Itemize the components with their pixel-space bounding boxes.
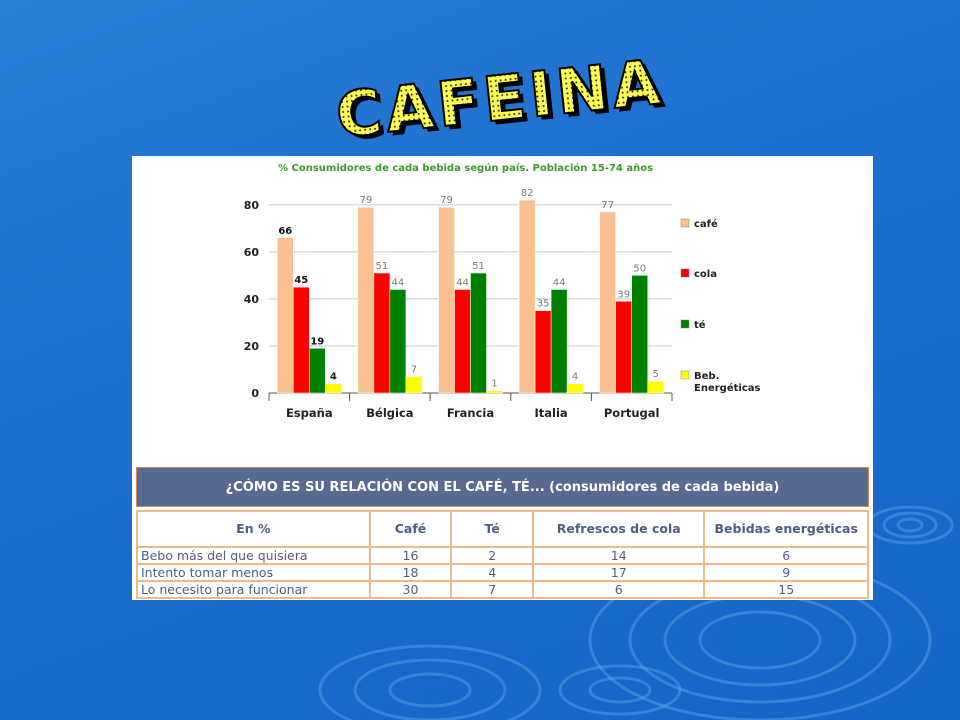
cell-energeticas: 15 [703, 580, 869, 599]
bar [438, 206, 455, 394]
x-category-label: Italia [535, 406, 568, 420]
chart-area: % Consumidores de cada bebida según país… [132, 156, 873, 464]
bar [518, 199, 536, 394]
cell-cafe: 16 [368, 546, 453, 565]
legend-label: té [694, 319, 706, 331]
x-category-label: España [286, 406, 333, 420]
bar-value-label: 1 [491, 379, 497, 390]
bar [277, 237, 294, 394]
y-tick-label: 40 [244, 293, 260, 306]
table-title: ¿CÓMO ES SU RELACIÓN CON EL CAFÉ, TÉ... … [136, 467, 869, 507]
bar-value-label: 39 [617, 289, 630, 300]
cell-cola: 6 [531, 580, 706, 599]
table-header-row: En % Café Té Refrescos de cola Bebidas e… [136, 510, 869, 548]
bar-value-label: 51 [376, 261, 389, 272]
bar [615, 301, 632, 394]
bar-value-label: 51 [472, 261, 485, 272]
cell-cola: 14 [531, 546, 706, 565]
row-label: Lo necesito para funcionar [136, 580, 371, 599]
table-row: Lo necesito para funcionar 30 7 6 15 [136, 580, 869, 599]
y-tick-label: 20 [244, 340, 260, 353]
x-category-label: Portugal [604, 406, 660, 420]
bar [486, 390, 503, 394]
y-tick-label: 0 [251, 387, 259, 400]
bar-value-label: 50 [633, 263, 646, 274]
table-row: Intento tomar menos 18 4 17 9 [136, 563, 869, 582]
bar-value-label: 77 [601, 200, 614, 211]
header-te: Té [450, 510, 534, 548]
bar-value-label: 7 [411, 365, 417, 376]
data-table: En % Café Té Refrescos de cola Bebidas e… [136, 510, 869, 599]
y-tick-label: 80 [244, 199, 260, 212]
legend-swatch [680, 319, 690, 329]
legend-swatch [680, 370, 690, 380]
legend-swatch [680, 218, 690, 228]
legend-label: Beb. [694, 371, 719, 382]
bar-value-label: 4 [330, 372, 337, 383]
bar [550, 289, 568, 394]
header-bebidas-energeticas: Bebidas energéticas [703, 510, 869, 548]
x-category-label: Francia [447, 406, 494, 420]
cell-te: 7 [450, 580, 534, 599]
bar [454, 289, 471, 394]
bar-value-label: 66 [278, 226, 292, 237]
legend-label: Energéticas [694, 382, 760, 394]
bar [293, 286, 310, 394]
x-category-label: Bélgica [366, 406, 413, 420]
bar [566, 383, 584, 394]
cell-cafe: 18 [368, 563, 453, 582]
bar-value-label: 44 [392, 278, 405, 289]
bar-value-label: 79 [360, 195, 373, 206]
bar [325, 383, 342, 394]
slide-title: CAFEINA CAFEINA [290, 44, 710, 156]
bar-value-label: 35 [537, 299, 550, 310]
bar [405, 376, 423, 394]
cell-cafe: 30 [368, 580, 453, 599]
legend-swatch [680, 268, 690, 278]
y-tick-label: 60 [244, 246, 260, 259]
bar-value-label: 4 [572, 372, 578, 383]
chart-title: % Consumidores de cada bebida según país… [278, 162, 653, 174]
bar [534, 310, 552, 394]
bar-value-label: 82 [521, 188, 534, 199]
bar [389, 289, 407, 394]
header-refrescos-cola: Refrescos de cola [531, 510, 706, 548]
bar-value-label: 5 [653, 369, 659, 380]
bar [647, 380, 664, 394]
bar [470, 272, 487, 394]
bar [599, 211, 616, 394]
cell-te: 4 [450, 563, 534, 582]
row-label: Bebo más del que quisiera [136, 546, 371, 565]
row-label: Intento tomar menos [136, 563, 371, 582]
header-en-porcentaje: En % [136, 510, 371, 548]
cell-energeticas: 6 [703, 546, 869, 565]
bar-value-label: 44 [456, 278, 469, 289]
table-area: ¿CÓMO ES SU RELACIÓN CON EL CAFÉ, TÉ... … [132, 464, 873, 600]
bar [309, 348, 326, 394]
content-panel: % Consumidores de cada bebida según país… [132, 156, 873, 600]
cell-te: 2 [450, 546, 534, 565]
bar-value-label: 44 [553, 278, 566, 289]
bar [373, 272, 391, 394]
bar-value-label: 45 [294, 275, 308, 286]
legend-label: cola [694, 269, 717, 280]
cell-cola: 17 [531, 563, 706, 582]
legend-label: café [694, 218, 718, 230]
table-row: Bebo más del que quisiera 16 2 14 6 [136, 546, 869, 565]
bar-value-label: 19 [310, 336, 324, 347]
bar-chart: % Consumidores de cada bebida según país… [244, 162, 761, 420]
bar [631, 275, 648, 394]
bar [357, 206, 375, 394]
cell-energeticas: 9 [703, 563, 869, 582]
bar-value-label: 79 [440, 195, 453, 206]
header-cafe: Café [368, 510, 453, 548]
